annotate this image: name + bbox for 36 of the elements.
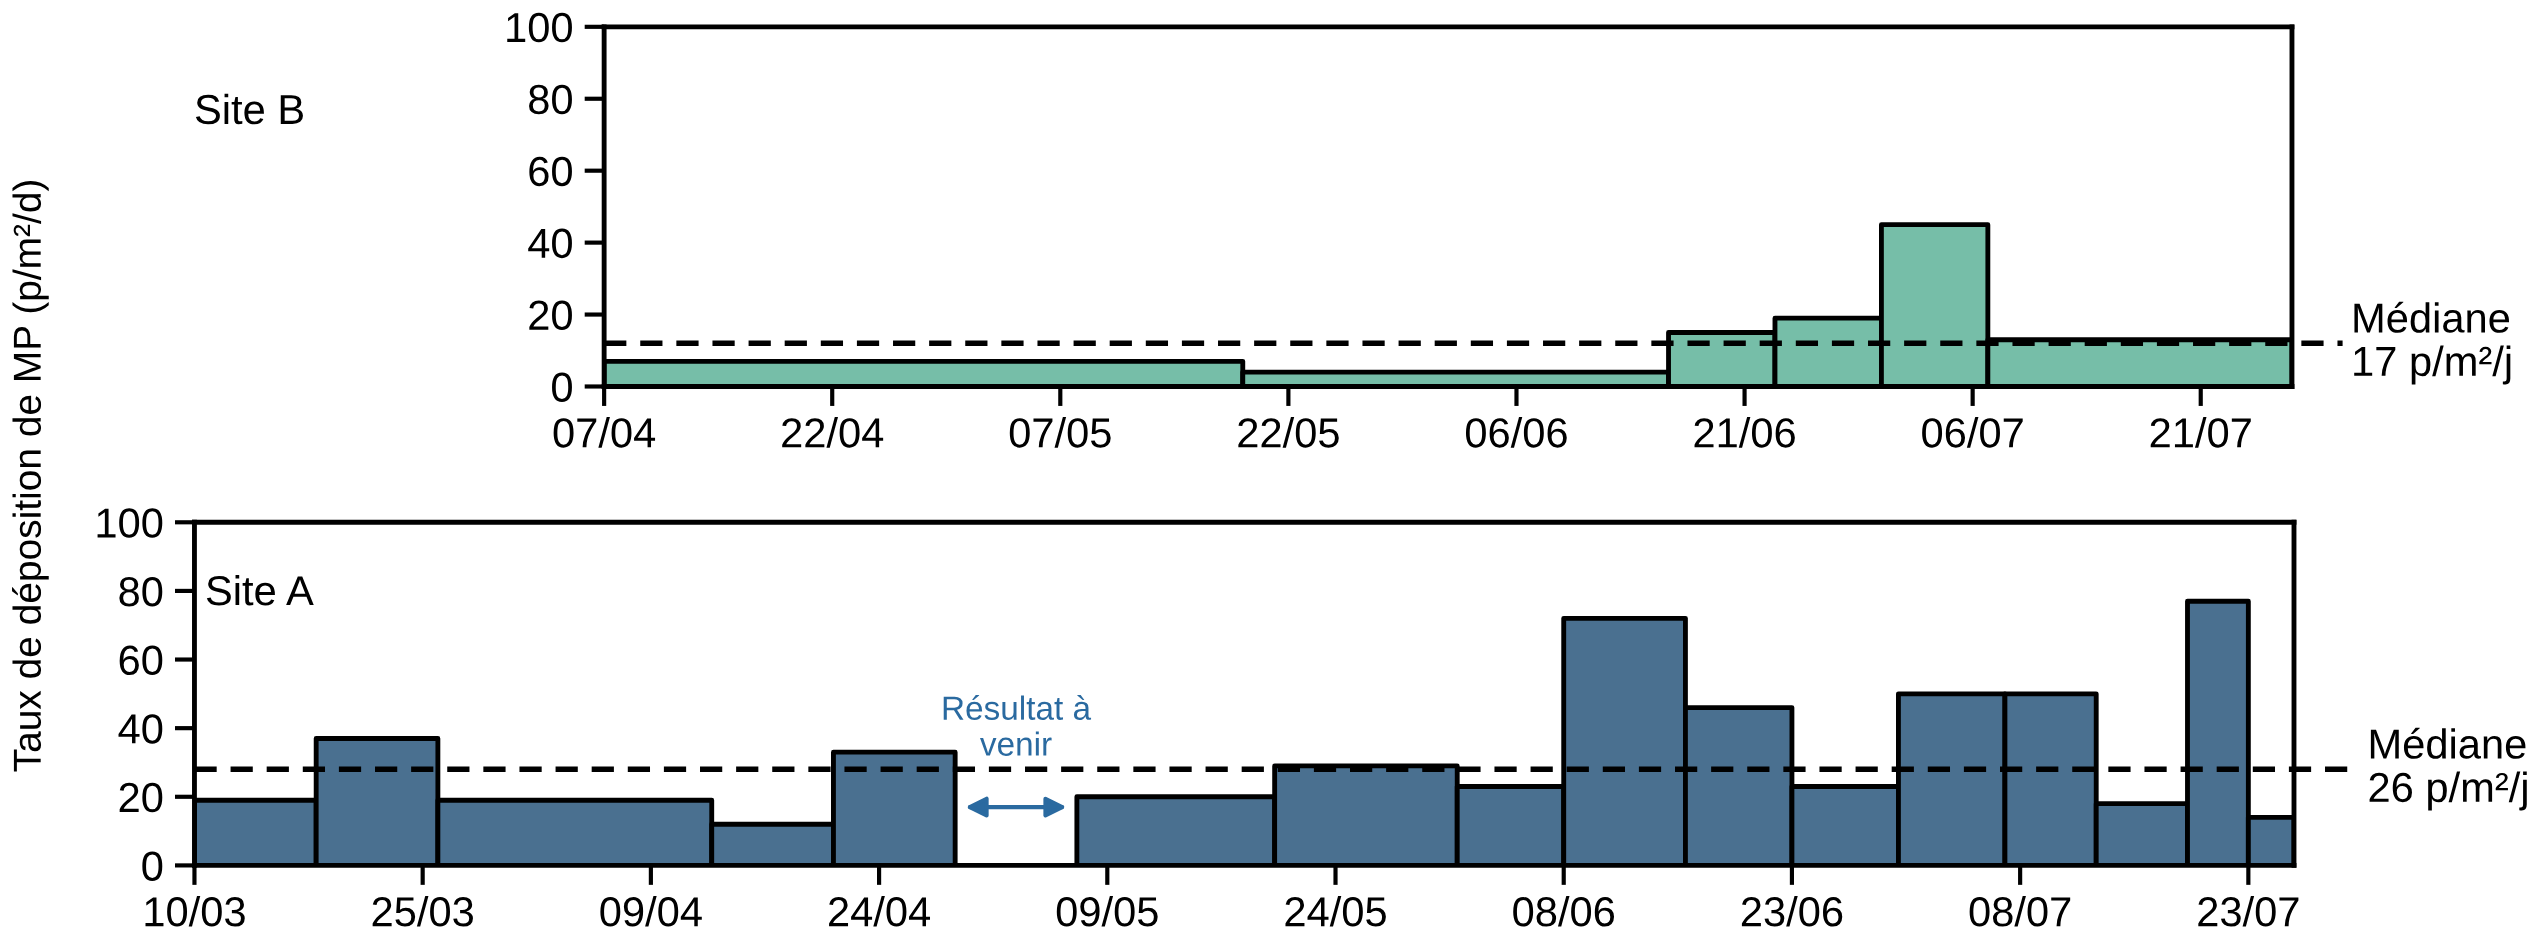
x-tick-label: 23/07: [2198, 895, 2299, 927]
y-tick-label: 80: [529, 84, 572, 115]
y-tick-label: 0: [552, 372, 572, 402]
y-axis-title: Taux de déposition de MP (p/m²/d): [12, 181, 49, 772]
x-tick-label: 21/07: [2150, 417, 2251, 448]
x-tick-label: 21/06: [1694, 417, 1795, 448]
ref-line-label: Médiane 17 p/m²/j: [2354, 301, 2511, 385]
y-tick-label: 60: [119, 645, 163, 676]
x-tick-label: 09/05: [1056, 895, 1158, 927]
annotation: Résultat à venir: [943, 695, 1092, 756]
x-tick-label: 22/05: [1238, 417, 1339, 448]
x-tick-label: 06/06: [1465, 417, 1567, 448]
x-tick-label: 10/03: [145, 895, 245, 927]
y-tick-label: 40: [118, 714, 163, 744]
x-tick-label: 06/07: [1922, 417, 2023, 448]
x-tick-label: 23/06: [1741, 895, 1843, 927]
x-tick-label: 07/04: [553, 417, 656, 448]
y-tick-label: 20: [529, 300, 572, 331]
y-tick-label: 100: [507, 12, 572, 43]
text: Site B: [195, 93, 303, 125]
x-tick-label: 08/07: [1969, 895, 2071, 927]
x-tick-label: 08/06: [1513, 895, 1615, 927]
x-tick-label: 24/05: [1285, 895, 1386, 927]
x-tick-label: 07/05: [1009, 417, 1111, 448]
x-tick-label: 24/04: [829, 895, 931, 927]
y-tick-label: 100: [97, 508, 163, 538]
y-tick-label: 40: [528, 228, 572, 259]
y-tick-label: 0: [142, 851, 163, 881]
y-tick-label: 80: [119, 576, 163, 607]
x-tick-label: 09/04: [600, 895, 702, 927]
y-tick-label: 60: [529, 156, 572, 187]
x-tick-label: 22/04: [782, 417, 884, 448]
text: Site A: [206, 574, 314, 606]
x-tick-label: 25/03: [372, 895, 473, 927]
ref-line-label: Médiane 26 p/m²/j: [2369, 727, 2527, 811]
y-tick-label: 20: [119, 782, 163, 813]
